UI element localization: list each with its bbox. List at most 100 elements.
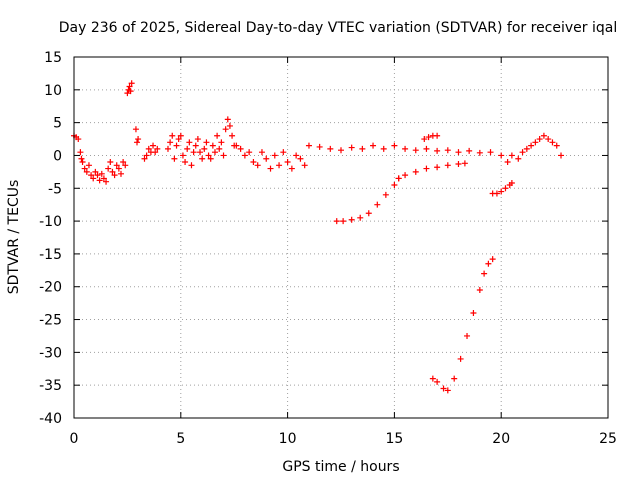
data-point	[237, 145, 244, 152]
data-point	[440, 385, 447, 392]
data-point	[429, 375, 436, 382]
data-point	[109, 168, 116, 175]
y-tick-label: 0	[53, 148, 62, 164]
y-tick-label: -35	[39, 378, 62, 394]
data-point	[297, 155, 304, 162]
data-point	[179, 152, 186, 159]
data-point	[340, 218, 347, 225]
data-point	[380, 145, 387, 152]
data-point	[502, 185, 509, 192]
data-point	[489, 256, 496, 263]
data-point	[528, 142, 535, 149]
data-point	[220, 152, 227, 159]
data-point	[197, 149, 204, 156]
data-point	[464, 332, 471, 339]
data-point	[519, 149, 526, 156]
data-point	[233, 142, 240, 149]
data-point	[113, 162, 120, 169]
data-point	[81, 165, 88, 172]
data-point	[192, 142, 199, 149]
data-point	[280, 149, 287, 156]
x-axis-label: GPS time / hours	[282, 459, 399, 475]
data-point	[412, 147, 419, 154]
x-tick-label: 15	[385, 431, 403, 447]
data-point	[111, 172, 118, 179]
grid	[74, 57, 608, 418]
data-point	[250, 159, 257, 166]
data-point	[207, 155, 214, 162]
data-point	[177, 132, 184, 139]
data-point	[167, 139, 174, 146]
data-point	[370, 142, 377, 149]
data-point	[545, 136, 552, 143]
data-point	[83, 168, 90, 175]
data-point	[359, 145, 366, 152]
data-point	[444, 387, 451, 394]
data-point	[78, 155, 85, 162]
data-point	[493, 190, 500, 197]
data-point	[444, 162, 451, 169]
data-point	[94, 172, 101, 179]
y-tick-label: -30	[39, 345, 62, 361]
data-point	[402, 172, 409, 179]
chart-title: Day 236 of 2025, Sidereal Day-to-day VTE…	[59, 20, 617, 36]
data-point	[391, 142, 398, 149]
data-point	[241, 152, 248, 159]
data-point	[301, 162, 308, 169]
data-point	[216, 145, 223, 152]
data-point	[451, 375, 458, 382]
data-point	[425, 134, 432, 141]
data-point	[487, 149, 494, 156]
data-point	[224, 116, 231, 123]
data-point	[470, 309, 477, 316]
data-point	[316, 143, 323, 150]
data-point	[455, 160, 462, 167]
data-point	[267, 165, 274, 172]
data-point	[461, 160, 468, 167]
data-point	[263, 155, 270, 162]
data-point	[218, 139, 225, 146]
y-tick-label: -15	[39, 247, 62, 263]
data-point	[132, 126, 139, 133]
data-point	[117, 170, 124, 177]
data-point	[188, 162, 195, 169]
data-point	[211, 149, 218, 156]
data-point	[103, 178, 110, 185]
data-point	[293, 152, 300, 159]
data-point	[120, 159, 127, 166]
data-point	[96, 177, 103, 184]
data-point	[152, 149, 159, 156]
data-point	[122, 162, 129, 169]
data-point	[288, 165, 295, 172]
y-tick-label: 10	[44, 83, 62, 99]
data-point	[194, 136, 201, 143]
data-point	[135, 136, 142, 143]
data-point	[271, 152, 278, 159]
data-point	[126, 83, 133, 90]
data-point	[222, 126, 229, 133]
y-tick-label: -40	[39, 411, 62, 427]
data-point	[184, 145, 191, 152]
data-point	[182, 159, 189, 166]
data-point	[190, 149, 197, 156]
data-point	[357, 214, 364, 221]
data-point	[75, 136, 82, 143]
data-point	[305, 142, 312, 149]
data-point	[532, 139, 539, 146]
data-point	[258, 149, 265, 156]
data-point	[100, 175, 107, 182]
data-point	[199, 155, 206, 162]
data-series	[71, 80, 565, 394]
data-point	[90, 175, 97, 182]
data-point	[203, 139, 210, 146]
data-point	[214, 132, 221, 139]
data-point	[508, 180, 515, 187]
data-point	[558, 152, 565, 159]
y-tick-label: -10	[39, 214, 62, 230]
y-tick-label: 15	[44, 50, 62, 66]
y-tick-label: -25	[39, 313, 62, 329]
data-point	[85, 162, 92, 169]
data-point	[444, 147, 451, 154]
y-tick-label: -5	[48, 181, 62, 197]
